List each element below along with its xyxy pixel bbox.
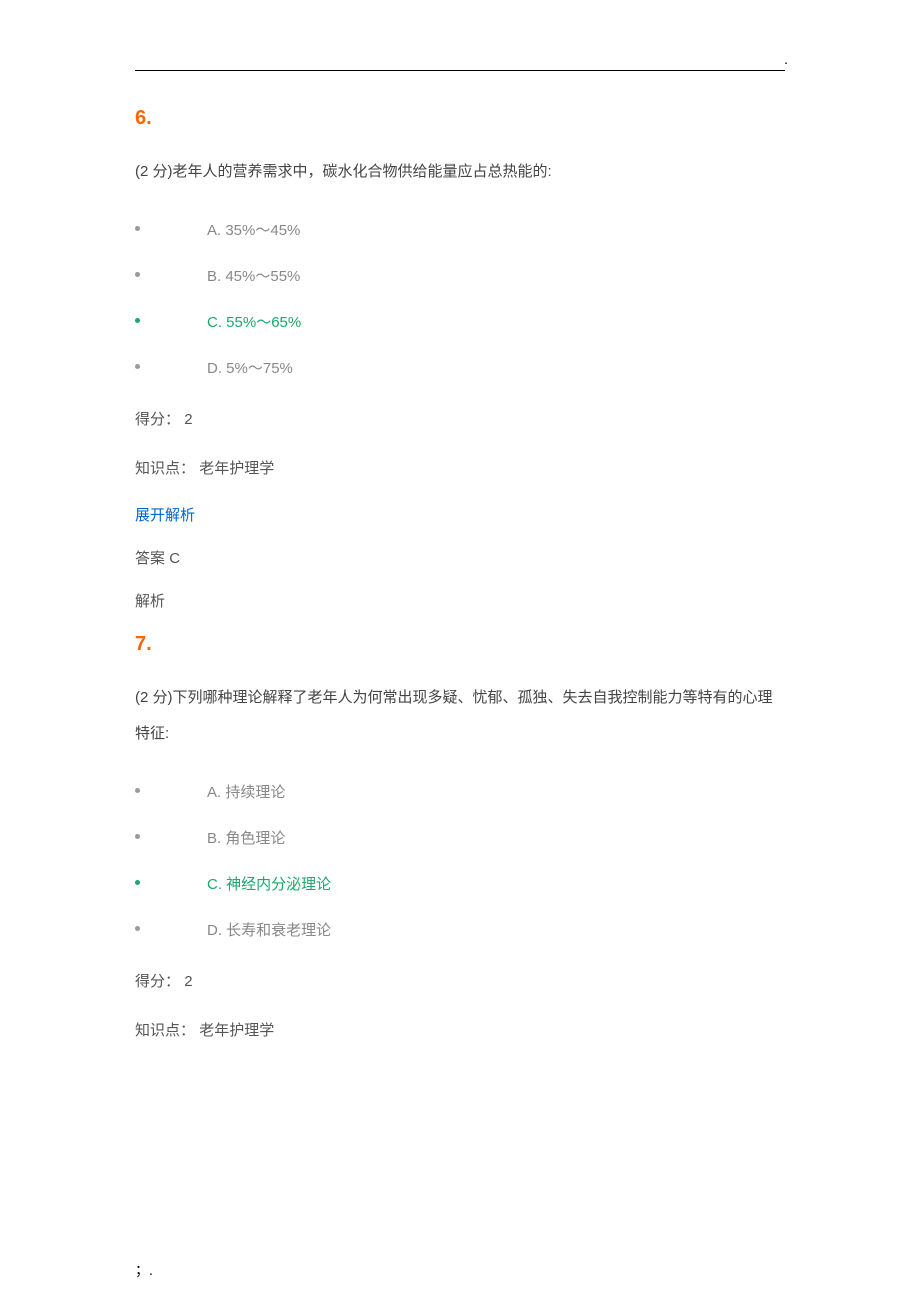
explanation-label: 解析: [135, 590, 785, 611]
answer-value: C: [169, 550, 180, 567]
option-c[interactable]: C. 55%～65%: [135, 300, 785, 346]
knowledge-point-label: 知识点：: [135, 1022, 195, 1039]
options-list: A. 35%～45% B. 45%～55% C. 55%～65% D. 5%～7…: [135, 208, 785, 392]
option-label: D. 5%～75%: [207, 360, 293, 377]
footer-mark: ；.: [135, 1260, 153, 1280]
score-value: 2: [184, 411, 192, 428]
answer-label: 答案: [135, 550, 165, 567]
score-label: 得分：: [135, 973, 180, 990]
options-list: A. 持续理论 B. 角色理论 C. 神经内分泌理论 D. 长寿和衰老理论: [135, 770, 785, 954]
option-label: D. 长寿和衰老理论: [207, 922, 331, 939]
option-label: B. 角色理论: [207, 830, 285, 847]
score-label: 得分：: [135, 411, 180, 428]
knowledge-point-line: 知识点： 老年护理学: [135, 1017, 785, 1044]
option-label: C. 神经内分泌理论: [207, 876, 331, 893]
option-a[interactable]: A. 持续理论: [135, 770, 785, 816]
option-label: C. 55%～65%: [207, 314, 301, 331]
option-d[interactable]: D. 5%～75%: [135, 346, 785, 392]
score-line: 得分： 2: [135, 406, 785, 433]
score-line: 得分： 2: [135, 968, 785, 995]
question-text: (2 分)老年人的营养需求中，碳水化合物供给能量应占总热能的:: [135, 154, 785, 190]
option-d[interactable]: D. 长寿和衰老理论: [135, 908, 785, 954]
question-text: (2 分)下列哪种理论解释了老年人为何常出现多疑、忧郁、孤独、失去自我控制能力等…: [135, 680, 785, 752]
option-label: A. 持续理论: [207, 784, 285, 801]
answer-line: 答案 C: [135, 547, 785, 568]
knowledge-point-value: 老年护理学: [199, 460, 274, 477]
option-b[interactable]: B. 角色理论: [135, 816, 785, 862]
knowledge-point-label: 知识点：: [135, 460, 195, 477]
score-value: 2: [184, 973, 192, 990]
expand-explanation-link[interactable]: 展开解析: [135, 504, 785, 525]
option-c[interactable]: C. 神经内分泌理论: [135, 862, 785, 908]
question-number: 6.: [135, 107, 785, 130]
option-label: A. 35%～45%: [207, 222, 300, 239]
page-container: 6. (2 分)老年人的营养需求中，碳水化合物供给能量应占总热能的: A. 35…: [0, 0, 920, 1302]
top-rule: [135, 70, 785, 71]
knowledge-point-value: 老年护理学: [199, 1022, 274, 1039]
question-number: 7.: [135, 633, 785, 656]
knowledge-point-line: 知识点： 老年护理学: [135, 455, 785, 482]
option-label: B. 45%～55%: [207, 268, 300, 285]
option-a[interactable]: A. 35%～45%: [135, 208, 785, 254]
option-b[interactable]: B. 45%～55%: [135, 254, 785, 300]
